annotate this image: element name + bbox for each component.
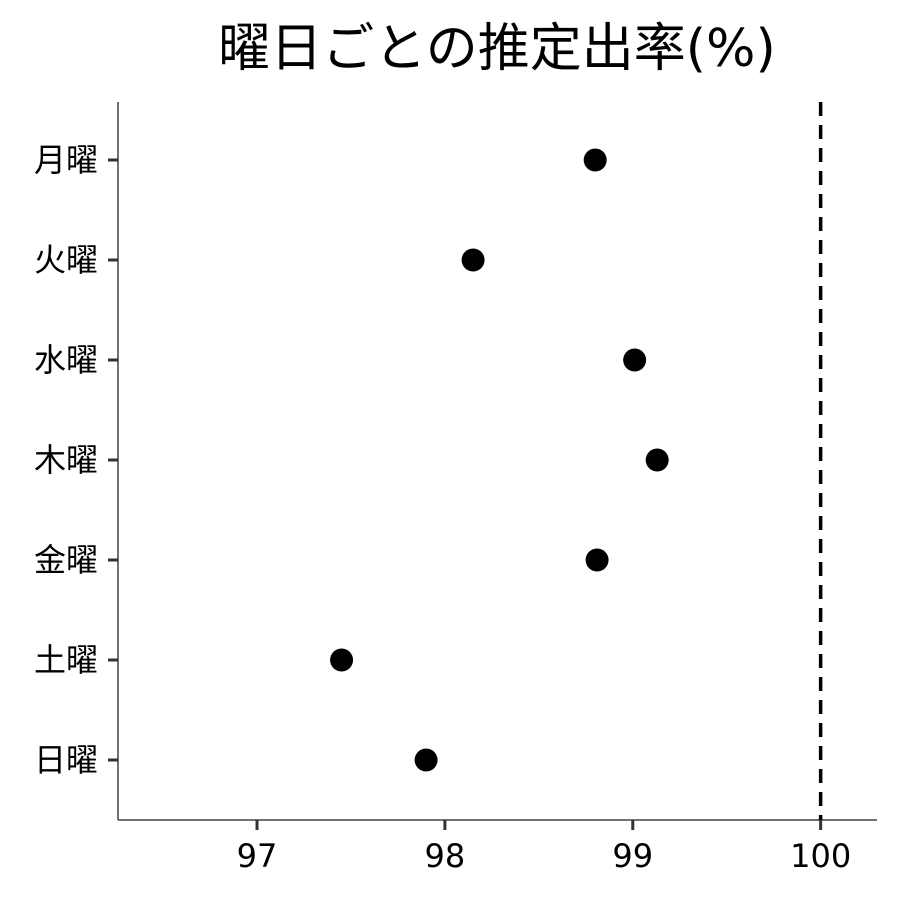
x-tick-label: 100 xyxy=(790,837,851,875)
data-point xyxy=(330,648,354,672)
y-tick-label: 金曜 xyxy=(34,541,98,579)
x-tick-label: 98 xyxy=(425,837,466,875)
data-point xyxy=(585,548,609,572)
y-tick-label: 月曜 xyxy=(34,141,98,179)
x-axis: 97 98 99 100 xyxy=(237,820,851,875)
data-point xyxy=(461,248,485,272)
y-tick-label: 土曜 xyxy=(34,641,98,679)
data-point xyxy=(623,348,647,372)
data-point xyxy=(414,748,438,772)
data-point xyxy=(583,148,607,172)
y-tick-label: 水曜 xyxy=(34,341,98,379)
y-tick-label: 日曜 xyxy=(34,741,98,779)
data-point xyxy=(645,448,669,472)
points xyxy=(330,148,669,772)
y-tick-label: 火曜 xyxy=(34,241,98,279)
x-tick-label: 99 xyxy=(612,837,653,875)
x-tick-label: 97 xyxy=(237,837,278,875)
chart-title: 曜日ごとの推定出率(%) xyxy=(218,19,775,79)
y-tick-label: 木曜 xyxy=(34,441,98,479)
